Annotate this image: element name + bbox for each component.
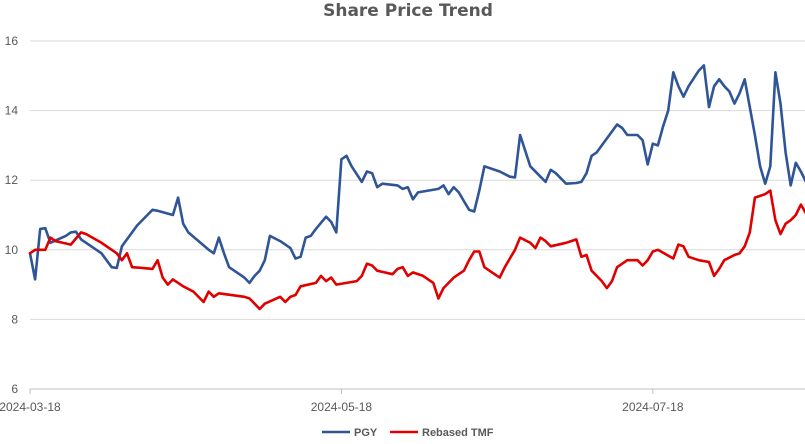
- y-tick-label: 16: [5, 34, 19, 48]
- x-tick-label: 2024-07-18: [622, 400, 684, 414]
- legend-label: Rebased TMF: [422, 427, 494, 439]
- legend: PGY Rebased TMF: [322, 427, 494, 439]
- y-tick-label: 10: [5, 243, 19, 257]
- y-gridlines: [30, 40, 805, 320]
- y-tick-label: 8: [11, 312, 18, 326]
- series-lines: [28, 64, 805, 311]
- y-tick-label: 12: [5, 173, 19, 187]
- legend-label: PGY: [354, 427, 378, 439]
- series-line-pgy: [28, 64, 805, 285]
- y-tick-label: 6: [11, 382, 18, 396]
- y-tick-label: 14: [5, 104, 19, 118]
- x-tick-label: 2024-03-18: [0, 400, 61, 414]
- y-tick-labels: 6 8 10 12 14 16: [5, 34, 19, 396]
- chart-title: Share Price Trend: [323, 1, 493, 21]
- series-line-rebased-tmf: [28, 189, 805, 311]
- x-tick-label: 2024-05-18: [311, 400, 373, 414]
- x-tick-labels: 2024-03-18 2024-05-18 2024-07-18: [0, 389, 684, 414]
